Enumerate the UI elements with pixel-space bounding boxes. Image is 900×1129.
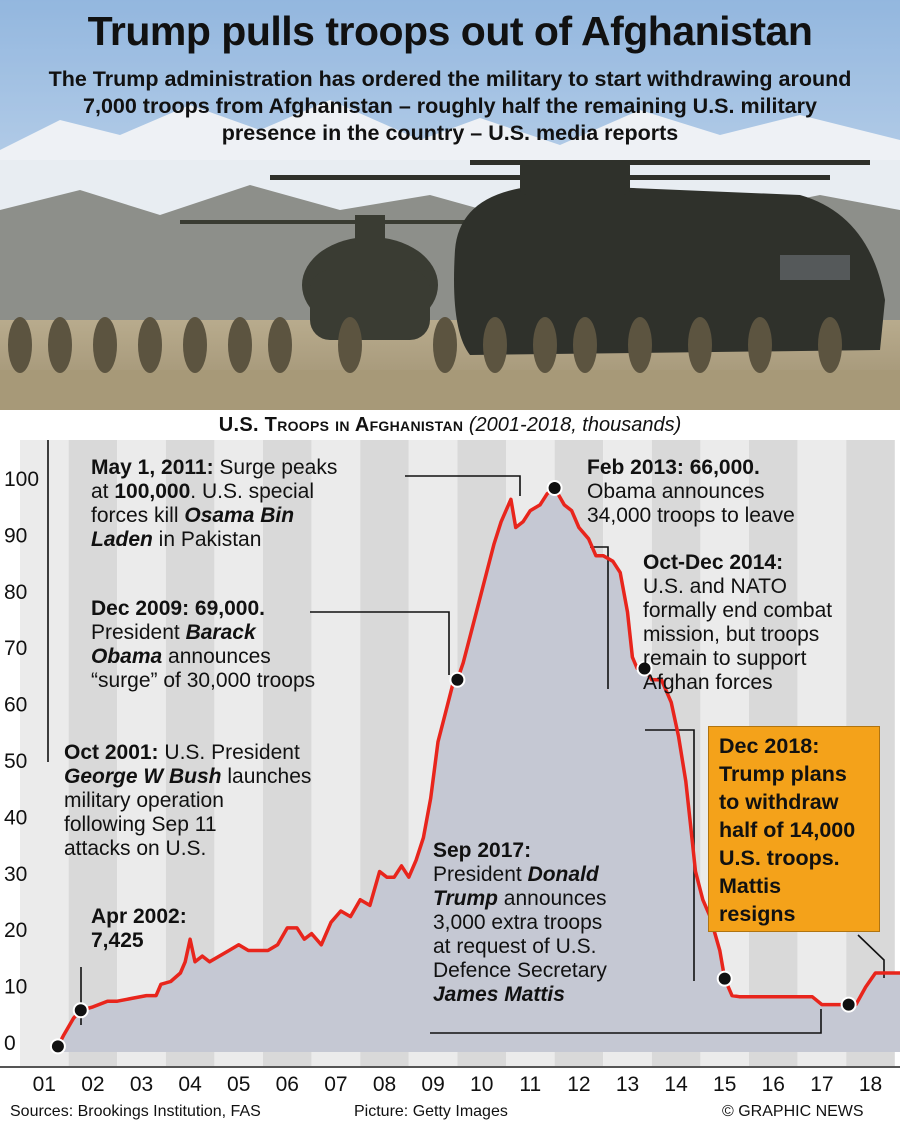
annotation-feb2013: Feb 2013: 66,000. Obama announces 34,000…: [587, 456, 795, 527]
leader-dec2009: [310, 611, 450, 675]
x-tick-label: 10: [470, 1073, 493, 1096]
annotation-oct2014: Oct-Dec 2014: U.S. and NATO formally end…: [643, 551, 833, 694]
event-marker: [72, 1002, 89, 1019]
x-tick-label: 16: [762, 1073, 785, 1096]
annotation-sep2017: Sep 2017: President Donald Trump announc…: [433, 839, 607, 1006]
chart-title: U.S. Troops in Afghanistan (2001-2018, t…: [0, 414, 900, 437]
y-tick-label: 100: [4, 468, 39, 491]
y-tick-label: 80: [4, 581, 27, 604]
x-tick-label: 15: [713, 1073, 736, 1096]
x-tick-label: 01: [33, 1073, 56, 1096]
x-tick-label: 11: [519, 1073, 541, 1096]
x-axis-baseline: [0, 1066, 900, 1068]
event-marker: [546, 480, 563, 496]
troops: [8, 317, 842, 373]
year-band: [68, 440, 118, 1068]
y-tick-label: 0: [4, 1032, 16, 1055]
y-tick-label: 50: [4, 750, 27, 773]
helicopter-front: [270, 160, 885, 355]
x-tick-label: 13: [616, 1073, 639, 1096]
x-tick-label: 04: [178, 1073, 202, 1096]
chart-title-main: U.S. Troops in Afghanistan: [218, 414, 464, 436]
y-tick-label: 10: [4, 976, 27, 999]
leader-may2011: [405, 475, 521, 496]
annotation-apr2002: Apr 2002: 7,425: [91, 905, 187, 952]
sources-credit: Sources: Brookings Institution, FAS: [10, 1103, 261, 1120]
headline: Trump pulls troops out of Afghanistan: [87, 8, 813, 54]
troops-area: [57, 488, 900, 1052]
x-tick-label: 14: [664, 1073, 688, 1096]
picture-credit: Picture: Getty Images: [354, 1103, 508, 1120]
y-axis: 0 10 20 30 40 50 60 70 80 90 100: [4, 468, 39, 1055]
y-tick-label: 40: [4, 806, 27, 829]
header-photo: [0, 0, 900, 410]
event-marker: [636, 660, 653, 677]
y-tick-label: 20: [4, 919, 27, 942]
subhead: The Trump administration has ordered the…: [48, 67, 852, 145]
event-marker: [840, 996, 857, 1013]
footer: Sources: Brookings Institution, FAS Pict…: [0, 1100, 900, 1129]
y-tick-label: 60: [4, 694, 27, 717]
leader-oct2014: [645, 729, 695, 981]
event-marker: [449, 671, 466, 688]
leader-sep2017: [430, 1009, 822, 1034]
x-tick-label: 08: [373, 1073, 396, 1096]
annotation-oct2001: Oct 2001: U.S. President George W Bush l…: [64, 741, 312, 860]
troops-line: [56, 486, 900, 1048]
x-tick-label: 17: [810, 1073, 833, 1096]
y-tick-label: 90: [4, 524, 27, 547]
x-tick-label: 03: [130, 1073, 153, 1096]
x-tick-label: 05: [227, 1073, 250, 1096]
year-band: [117, 440, 166, 1068]
x-tick-label: 02: [81, 1073, 104, 1096]
annotation-dec2009: Dec 2009: 69,000. President Barack Obama…: [91, 597, 316, 692]
graphic-news-credit: © GRAPHIC NEWS: [722, 1103, 864, 1120]
x-axis: 01 02 03 04 05 06 07 08 09 10 11 12 13 14 15 16 17 18: [0, 1066, 900, 1096]
y-tick-label: 30: [4, 863, 27, 886]
leader-feb2013: [590, 546, 609, 689]
year-band: [20, 440, 69, 1068]
event-marker: [716, 970, 733, 987]
annotation-may2011: May 1, 2011: Surge peaks at 100,000. U.S…: [91, 456, 338, 551]
x-tick-label: 06: [276, 1073, 299, 1096]
event-markers: [49, 480, 857, 1055]
x-tick-label: 07: [324, 1073, 347, 1096]
event-marker: [49, 1038, 66, 1055]
y-tick-label: 70: [4, 637, 27, 660]
chart-title-sub: (2001-2018, thousands): [468, 414, 682, 436]
x-tick-label: 18: [859, 1073, 882, 1096]
helicopter-rear: [180, 215, 510, 340]
annotation-leaders: [47, 440, 885, 1034]
x-tick-label: 09: [421, 1073, 444, 1096]
x-tick-label: 12: [567, 1073, 590, 1096]
callout-dec2018: Dec 2018: Trump plans to withdraw half o…: [708, 726, 880, 932]
